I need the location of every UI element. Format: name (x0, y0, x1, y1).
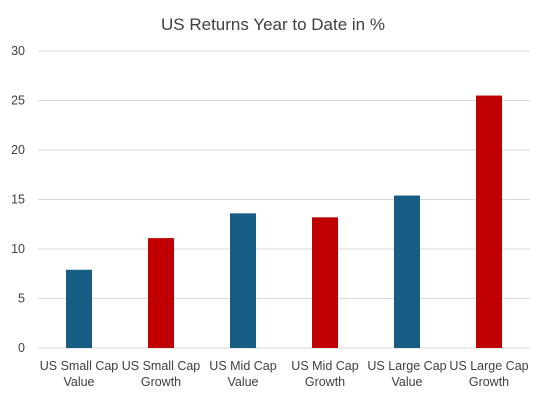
x-category-label-line: US Large Cap (449, 359, 528, 373)
bars (66, 95, 502, 348)
y-tick-label: 10 (11, 242, 25, 256)
y-tick-label: 15 (11, 193, 25, 207)
y-tick-label: 0 (18, 341, 25, 355)
x-category-label-line: US Large Cap (367, 359, 446, 373)
chart-title: US Returns Year to Date in % (161, 15, 385, 34)
y-axis-tick-labels: 0 5 10 15 20 25 30 (11, 44, 25, 355)
y-tick-label: 25 (11, 94, 25, 108)
bar (148, 238, 174, 348)
x-category-label-line: Growth (305, 375, 345, 389)
y-tick-label: 5 (18, 292, 25, 306)
x-category-label-line: US Mid Cap (209, 359, 276, 373)
bar (394, 195, 420, 348)
x-category-label: US Large Cap Growth (449, 359, 528, 389)
bar (230, 213, 256, 348)
bar (476, 95, 502, 348)
x-category-label-line: Growth (141, 375, 181, 389)
x-category-label: US Mid Cap Growth (291, 359, 358, 389)
x-category-label-line: US Mid Cap (291, 359, 358, 373)
x-category-label-line: Value (391, 375, 422, 389)
x-category-label-line: US Small Cap (122, 359, 201, 373)
x-category-label: US Small Cap Growth (122, 359, 201, 389)
x-category-label-line: Growth (469, 375, 509, 389)
x-category-label-line: Value (227, 375, 258, 389)
gridlines (38, 50, 530, 349)
bar (312, 217, 338, 348)
y-tick-label: 30 (11, 44, 25, 58)
x-category-label-line: US Small Cap (40, 359, 119, 373)
x-category-label: US Mid Cap Value (209, 359, 276, 389)
x-category-label: US Large Cap Value (367, 359, 446, 389)
x-category-label-line: Value (63, 375, 94, 389)
bar (66, 269, 92, 348)
x-category-label: US Small Cap Value (40, 359, 119, 389)
y-tick-label: 20 (11, 143, 25, 157)
